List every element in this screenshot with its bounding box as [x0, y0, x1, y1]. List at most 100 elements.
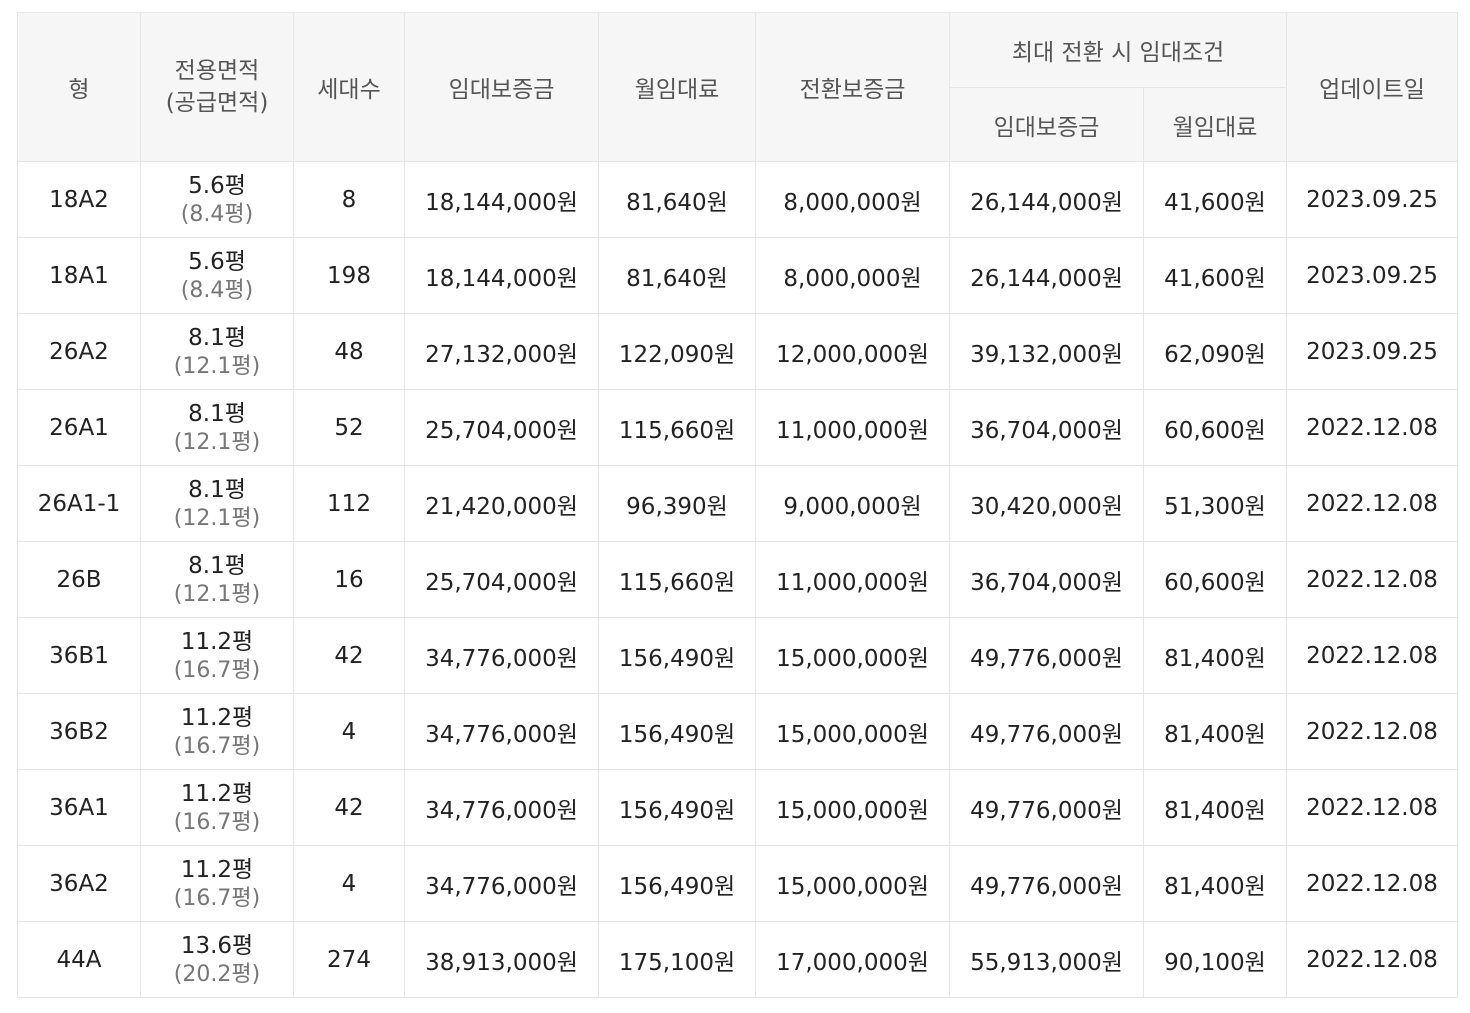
- cell-conversion-deposit: 15,000,000원: [755, 693, 950, 770]
- cell-area: 5.6평 (8.4평): [140, 161, 294, 238]
- table-row: 26A1-1 8.1평 (12.1평) 112 21,420,000원 96,390원 9,…: [17, 465, 1458, 542]
- cell-monthly-rent: 156,490원: [598, 617, 756, 694]
- cell-monthly-rent: 122,090원: [598, 313, 756, 390]
- header-monthly-rent: 월임대료: [598, 12, 756, 162]
- cell-deposit: 27,132,000원: [404, 313, 599, 390]
- area-supply: (8.4평): [180, 277, 254, 303]
- cell-monthly-rent: 81,640원: [598, 237, 756, 314]
- cell-monthly-rent: 156,490원: [598, 769, 756, 846]
- cell-max-monthly-rent: 81,400원: [1143, 845, 1287, 922]
- cell-conversion-deposit: 12,000,000원: [755, 313, 950, 390]
- table-row: 18A1 5.6평 (8.4평) 198 18,144,000원 81,640원 8,000…: [17, 237, 1458, 314]
- cell-max-monthly-rent: 41,600원: [1143, 161, 1287, 238]
- cell-max-monthly-rent: 51,300원: [1143, 465, 1287, 542]
- cell-area: 11.2평 (16.7평): [140, 845, 294, 922]
- cell-monthly-rent: 156,490원: [598, 693, 756, 770]
- header-deposit: 임대보증금: [404, 12, 599, 162]
- cell-updated: 2022.12.08: [1286, 693, 1458, 770]
- cell-max-monthly-rent: 81,400원: [1143, 693, 1287, 770]
- table-body: 18A2 5.6평 (8.4평) 8 18,144,000원 81,640원 8,000,0…: [17, 161, 1458, 998]
- area-exclusive: 8.1평: [188, 400, 246, 427]
- cell-conversion-deposit: 8,000,000원: [755, 161, 950, 238]
- cell-type: 36B1: [17, 617, 141, 694]
- area-exclusive: 5.6평: [188, 172, 246, 199]
- cell-updated: 2022.12.08: [1286, 389, 1458, 466]
- cell-conversion-deposit: 15,000,000원: [755, 769, 950, 846]
- cell-deposit: 18,144,000원: [404, 237, 599, 314]
- cell-area: 8.1평 (12.1평): [140, 541, 294, 618]
- header-max-conversion-group: 최대 전환 시 임대조건: [949, 12, 1287, 88]
- cell-deposit: 34,776,000원: [404, 693, 599, 770]
- cell-max-deposit: 36,704,000원: [949, 541, 1144, 618]
- cell-households: 42: [293, 617, 405, 694]
- area-supply: (20.2평): [173, 961, 261, 987]
- table-row: 26A1 8.1평 (12.1평) 52 25,704,000원 115,660원 11,0…: [17, 389, 1458, 466]
- cell-max-deposit: 49,776,000원: [949, 617, 1144, 694]
- area-supply: (12.1평): [173, 429, 261, 455]
- cell-updated: 2022.12.08: [1286, 769, 1458, 846]
- area-exclusive: 13.6평: [180, 932, 254, 959]
- cell-max-deposit: 49,776,000원: [949, 769, 1144, 846]
- cell-area: 8.1평 (12.1평): [140, 389, 294, 466]
- cell-deposit: 25,704,000원: [404, 541, 599, 618]
- cell-conversion-deposit: 17,000,000원: [755, 921, 950, 998]
- area-supply: (16.7평): [173, 885, 261, 911]
- cell-type: 18A1: [17, 237, 141, 314]
- cell-monthly-rent: 115,660원: [598, 541, 756, 618]
- cell-monthly-rent: 81,640원: [598, 161, 756, 238]
- cell-conversion-deposit: 11,000,000원: [755, 389, 950, 466]
- area-exclusive: 5.6평: [188, 248, 246, 275]
- cell-type: 36A2: [17, 845, 141, 922]
- cell-max-deposit: 49,776,000원: [949, 845, 1144, 922]
- cell-monthly-rent: 115,660원: [598, 389, 756, 466]
- area-supply: (16.7평): [173, 733, 261, 759]
- header-type: 형: [17, 12, 141, 162]
- cell-updated: 2022.12.08: [1286, 541, 1458, 618]
- area-supply: (16.7평): [173, 657, 261, 683]
- cell-type: 26A1-1: [17, 465, 141, 542]
- cell-deposit: 34,776,000원: [404, 769, 599, 846]
- cell-type: 26B: [17, 541, 141, 618]
- area-supply: (12.1평): [173, 581, 261, 607]
- cell-type: 18A2: [17, 161, 141, 238]
- cell-conversion-deposit: 15,000,000원: [755, 845, 950, 922]
- cell-area: 11.2평 (16.7평): [140, 769, 294, 846]
- cell-households: 8: [293, 161, 405, 238]
- cell-area: 13.6평 (20.2평): [140, 921, 294, 998]
- area-exclusive: 11.2평: [180, 704, 254, 731]
- cell-households: 4: [293, 845, 405, 922]
- cell-max-deposit: 36,704,000원: [949, 389, 1144, 466]
- cell-max-deposit: 49,776,000원: [949, 693, 1144, 770]
- area-exclusive: 8.1평: [188, 476, 246, 503]
- cell-deposit: 25,704,000원: [404, 389, 599, 466]
- area-supply: (16.7평): [173, 809, 261, 835]
- table-row: 36A1 11.2평 (16.7평) 42 34,776,000원 156,490원 15,…: [17, 769, 1458, 846]
- area-exclusive: 8.1평: [188, 552, 246, 579]
- header-households: 세대수: [293, 12, 405, 162]
- cell-max-monthly-rent: 81,400원: [1143, 617, 1287, 694]
- cell-updated: 2022.12.08: [1286, 617, 1458, 694]
- cell-max-monthly-rent: 41,600원: [1143, 237, 1287, 314]
- cell-type: 36B2: [17, 693, 141, 770]
- cell-monthly-rent: 175,100원: [598, 921, 756, 998]
- cell-households: 52: [293, 389, 405, 466]
- cell-area: 11.2평 (16.7평): [140, 617, 294, 694]
- table-header: 형 전용면적 (공급면적) 세대수 임대보증금 월임대료 전환보증금 최대 전환…: [17, 12, 1458, 162]
- cell-max-deposit: 30,420,000원: [949, 465, 1144, 542]
- cell-households: 48: [293, 313, 405, 390]
- cell-max-deposit: 55,913,000원: [949, 921, 1144, 998]
- cell-households: 42: [293, 769, 405, 846]
- cell-conversion-deposit: 11,000,000원: [755, 541, 950, 618]
- cell-updated: 2022.12.08: [1286, 921, 1458, 998]
- cell-area: 8.1평 (12.1평): [140, 465, 294, 542]
- cell-households: 4: [293, 693, 405, 770]
- cell-updated: 2023.09.25: [1286, 161, 1458, 238]
- cell-max-monthly-rent: 90,100원: [1143, 921, 1287, 998]
- area-exclusive: 11.2평: [180, 780, 254, 807]
- header-row-1: 형 전용면적 (공급면적) 세대수 임대보증금 월임대료 전환보증금 최대 전환…: [17, 12, 1458, 162]
- cell-type: 36A1: [17, 769, 141, 846]
- cell-max-deposit: 39,132,000원: [949, 313, 1144, 390]
- header-row-2: 임대보증금 월임대료: [18, 87, 1458, 162]
- header-area-line2: (공급면적): [165, 90, 269, 116]
- cell-max-monthly-rent: 81,400원: [1143, 769, 1287, 846]
